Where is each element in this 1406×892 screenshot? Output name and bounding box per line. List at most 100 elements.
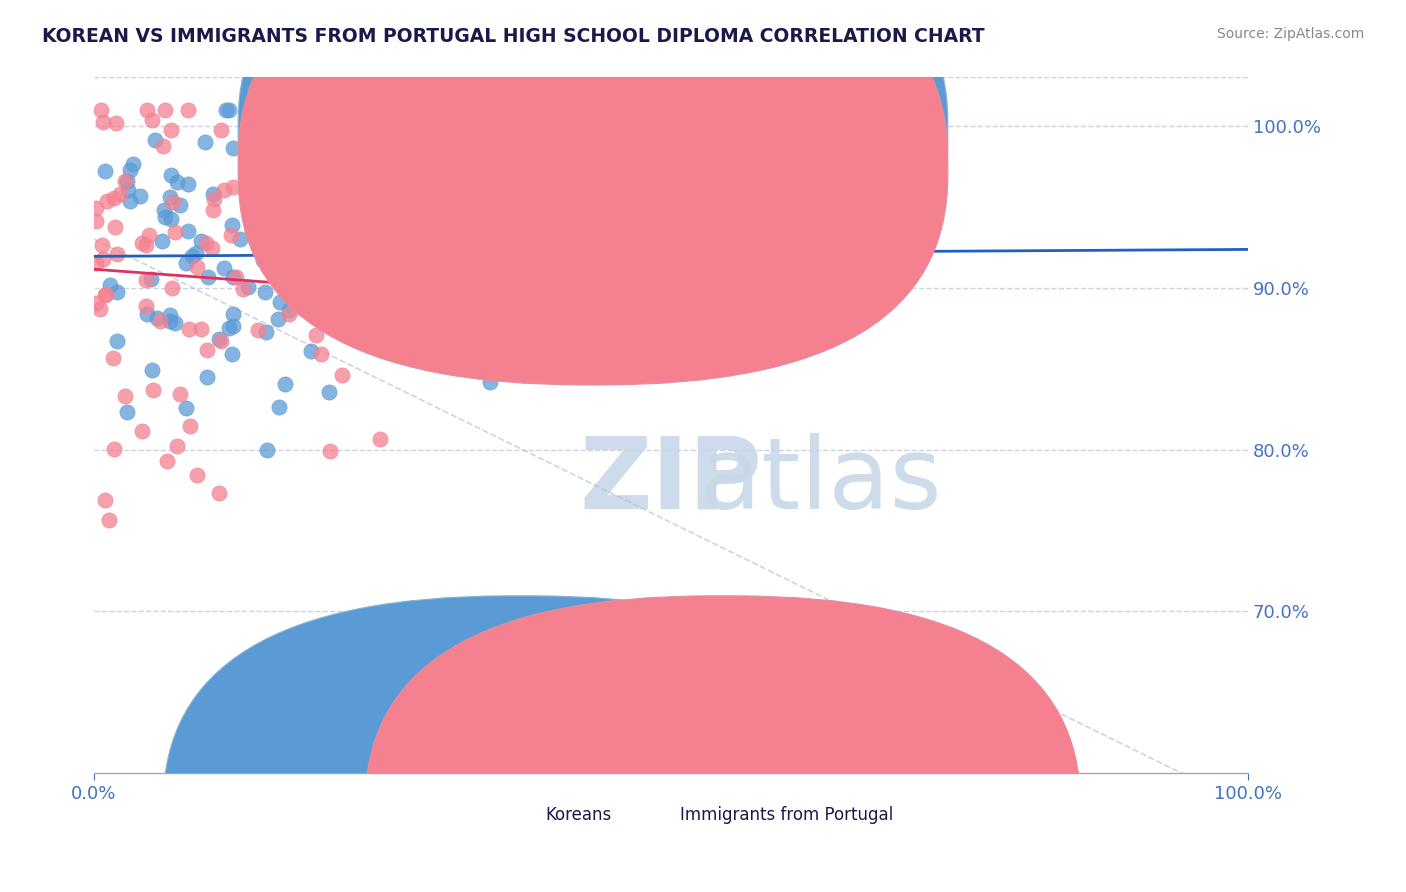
Point: [135, 238, 157, 252]
Point: [84, 214, 107, 228]
Point: [221, 346, 243, 360]
Point: [682, 338, 704, 352]
Point: [222, 180, 245, 194]
Point: [256, 442, 278, 457]
Point: [314, 255, 336, 269]
Point: [152, 202, 174, 217]
Point: [91, 114, 114, 128]
Point: [103, 351, 125, 365]
Point: [94, 164, 117, 178]
Point: [648, 366, 671, 380]
Text: Immigrants from Portugal: Immigrants from Portugal: [679, 806, 893, 824]
Point: [105, 334, 128, 349]
Point: [827, 219, 849, 234]
Point: [197, 270, 219, 285]
Point: [402, 202, 425, 217]
Point: [222, 307, 245, 321]
Point: [412, 157, 434, 171]
Point: [240, 223, 263, 237]
Point: [308, 132, 330, 146]
Point: [131, 236, 153, 251]
Point: [479, 239, 502, 253]
Point: [252, 187, 274, 202]
Point: [415, 140, 437, 154]
Point: [135, 307, 157, 321]
Point: [177, 103, 200, 118]
Point: [103, 442, 125, 456]
Point: [160, 168, 183, 182]
Point: [453, 195, 475, 210]
Point: [177, 322, 200, 336]
Point: [579, 326, 602, 341]
Text: Source: ZipAtlas.com: Source: ZipAtlas.com: [1216, 27, 1364, 41]
Point: [166, 439, 188, 453]
Point: [318, 230, 340, 244]
Point: [162, 281, 184, 295]
Point: [89, 302, 111, 317]
FancyBboxPatch shape: [238, 0, 948, 351]
Point: [84, 202, 107, 216]
Point: [194, 135, 217, 149]
Point: [479, 375, 502, 389]
Point: [98, 513, 121, 527]
Point: [209, 334, 232, 348]
Point: [647, 217, 669, 231]
Point: [297, 148, 319, 162]
Point: [138, 227, 160, 242]
Point: [162, 195, 184, 210]
Point: [201, 203, 224, 218]
Point: [218, 103, 240, 117]
Point: [117, 183, 139, 197]
Text: KOREAN VS IMMIGRANTS FROM PORTUGAL HIGH SCHOOL DIPLOMA CORRELATION CHART: KOREAN VS IMMIGRANTS FROM PORTUGAL HIGH …: [42, 27, 984, 45]
Point: [139, 272, 162, 286]
Point: [672, 219, 695, 233]
Text: N = 116: N = 116: [734, 120, 803, 138]
Point: [184, 245, 207, 260]
Point: [190, 322, 212, 336]
Point: [90, 103, 112, 117]
Point: [209, 123, 232, 137]
Point: [135, 299, 157, 313]
Point: [155, 210, 177, 224]
Point: [103, 190, 125, 204]
Point: [115, 174, 138, 188]
Point: [408, 103, 430, 117]
Point: [181, 249, 204, 263]
Point: [318, 385, 340, 400]
Point: [309, 346, 332, 360]
Point: [406, 180, 429, 194]
FancyBboxPatch shape: [163, 596, 879, 892]
Point: [165, 317, 187, 331]
Point: [219, 227, 242, 242]
Point: [141, 113, 163, 128]
Point: [276, 184, 298, 198]
Point: [195, 370, 218, 384]
Point: [105, 116, 128, 130]
Point: [304, 230, 326, 244]
Point: [465, 202, 488, 216]
Point: [135, 272, 157, 286]
Point: [308, 273, 330, 287]
Point: [277, 302, 299, 317]
Point: [115, 405, 138, 419]
Point: [93, 288, 115, 302]
Point: [212, 260, 235, 275]
Point: [114, 389, 136, 403]
Point: [91, 252, 114, 267]
Point: [305, 327, 328, 342]
Point: [159, 190, 181, 204]
Text: -0.300: -0.300: [657, 155, 710, 173]
Point: [118, 163, 141, 178]
Point: [201, 187, 224, 202]
Point: [93, 493, 115, 508]
Point: [236, 280, 259, 294]
Point: [269, 401, 291, 415]
Point: [253, 285, 276, 300]
Point: [169, 386, 191, 401]
Point: [131, 424, 153, 438]
Point: [96, 287, 118, 301]
Point: [202, 192, 225, 206]
Point: [215, 103, 238, 117]
Point: [105, 285, 128, 299]
Point: [277, 247, 299, 261]
